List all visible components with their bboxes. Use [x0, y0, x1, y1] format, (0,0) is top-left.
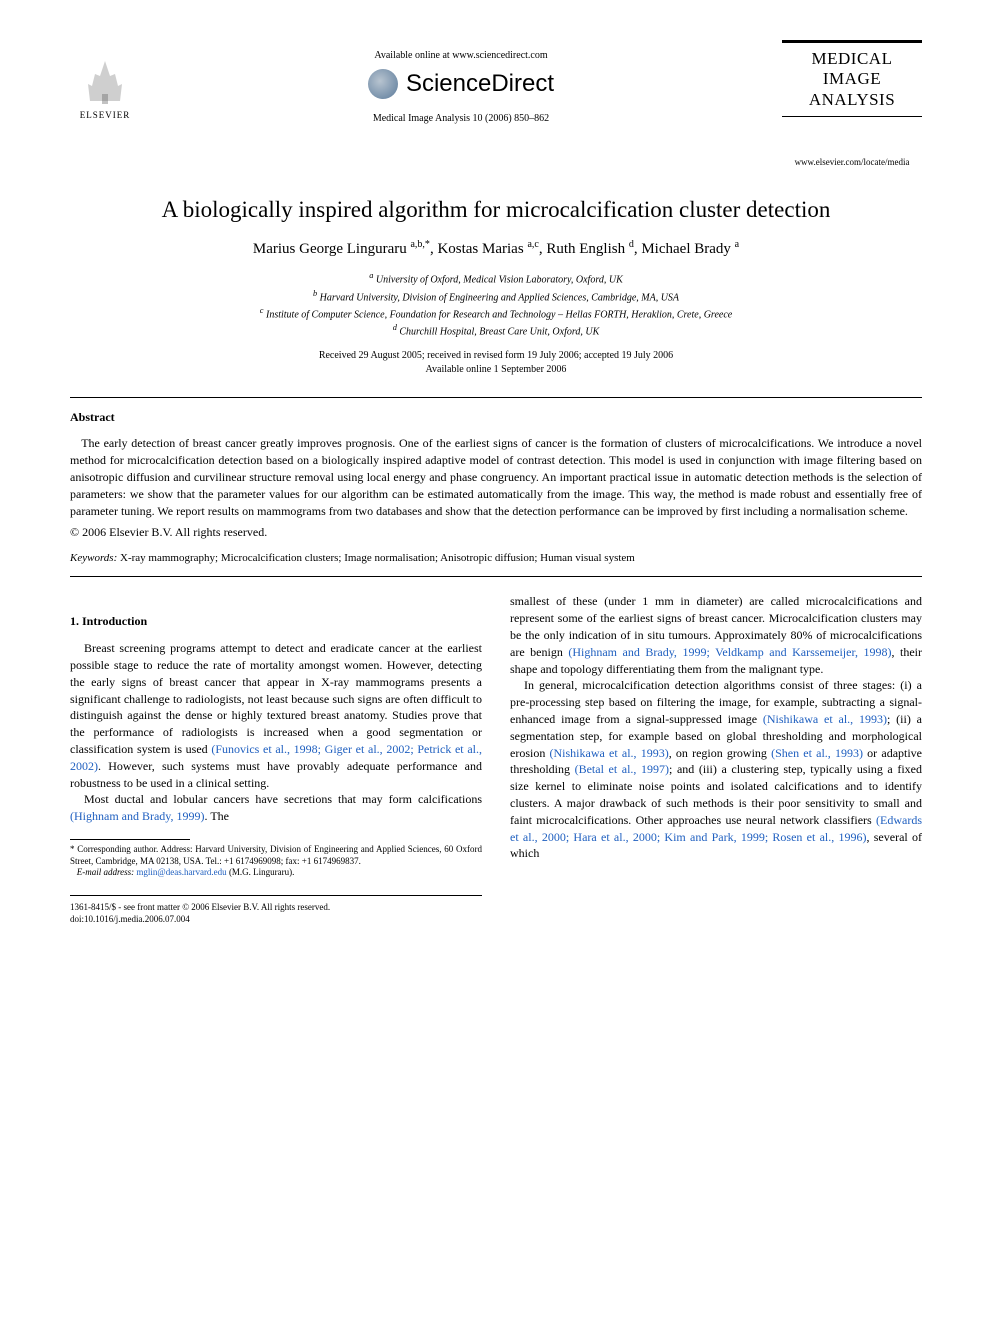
footer-doi: doi:10.1016/j.media.2006.07.004	[70, 914, 482, 926]
journal-box: MEDICAL IMAGE ANALYSIS www.elsevier.com/…	[782, 40, 922, 167]
citation-link[interactable]: (Shen et al., 1993)	[771, 746, 863, 760]
corresponding-author-footnote: * Corresponding author. Address: Harvard…	[70, 844, 482, 867]
citation-link[interactable]: (Highnam and Brady, 1999)	[70, 809, 205, 823]
affiliations: a University of Oxford, Medical Vision L…	[70, 270, 922, 339]
abstract-copyright: © 2006 Elsevier B.V. All rights reserved…	[70, 525, 922, 540]
journal-title-line: MEDICAL	[812, 49, 893, 68]
body-paragraph: Breast screening programs attempt to det…	[70, 640, 482, 791]
journal-title: MEDICAL IMAGE ANALYSIS	[782, 40, 922, 117]
dates-available: Available online 1 September 2006	[70, 363, 922, 377]
column-left: 1. Introduction Breast screening program…	[70, 593, 482, 925]
citation-link[interactable]: (Nishikawa et al., 1993)	[550, 746, 669, 760]
body-paragraph: In general, microcalcification detection…	[510, 677, 922, 862]
body-text: Most ductal and lobular cancers have sec…	[84, 792, 482, 806]
journal-title-line: IMAGE	[823, 69, 881, 88]
article-title: A biologically inspired algorithm for mi…	[70, 197, 922, 223]
email-name: (M.G. Linguraru).	[229, 867, 294, 877]
available-online-text: Available online at www.sciencedirect.co…	[140, 50, 782, 61]
keywords-line: Keywords: X-ray mammography; Microcalcif…	[70, 552, 922, 564]
header-center: Available online at www.sciencedirect.co…	[140, 40, 782, 124]
citation-text: Medical Image Analysis 10 (2006) 850–862	[140, 113, 782, 124]
footer-divider	[70, 895, 482, 896]
footer-copyright: 1361-8415/$ - see front matter © 2006 El…	[70, 902, 482, 914]
email-link[interactable]: mglin@deas.harvard.edu	[136, 867, 226, 877]
journal-title-line: ANALYSIS	[809, 90, 895, 109]
citation-link[interactable]: (Highnam and Brady, 1999; Veldkamp and K…	[568, 645, 891, 659]
dates-block: Received 29 August 2005; received in rev…	[70, 349, 922, 377]
section-heading: 1. Introduction	[70, 613, 482, 630]
column-right: smallest of these (under 1 mm in diamete…	[510, 593, 922, 925]
sciencedirect-brand: ScienceDirect	[140, 69, 782, 99]
body-text: , on region growing	[669, 746, 771, 760]
abstract-text: The early detection of breast cancer gre…	[70, 435, 922, 519]
sciencedirect-icon	[368, 69, 398, 99]
header-row: ELSEVIER Available online at www.science…	[70, 40, 922, 167]
body-paragraph: smallest of these (under 1 mm in diamete…	[510, 593, 922, 677]
publisher-logo: ELSEVIER	[70, 40, 140, 120]
abstract-label: Abstract	[70, 410, 922, 425]
email-footnote: E-mail address: mglin@deas.harvard.edu (…	[70, 867, 482, 879]
divider	[70, 576, 922, 577]
body-text: Breast screening programs attempt to det…	[70, 641, 482, 756]
divider	[70, 397, 922, 398]
abstract-body: The early detection of breast cancer gre…	[70, 436, 922, 517]
publisher-name: ELSEVIER	[80, 110, 131, 120]
sciencedirect-text: ScienceDirect	[406, 70, 554, 98]
citation-link[interactable]: (Betal et al., 1997)	[575, 762, 669, 776]
elsevier-tree-icon	[80, 56, 130, 106]
keywords-label: Keywords:	[70, 552, 117, 564]
body-two-column: 1. Introduction Breast screening program…	[70, 593, 922, 925]
email-label: E-mail address:	[77, 867, 134, 877]
body-text: . The	[205, 809, 229, 823]
authors-line: Marius George Linguraru a,b,*, Kostas Ma…	[70, 239, 922, 258]
footnote-separator	[70, 839, 190, 840]
citation-link[interactable]: (Nishikawa et al., 1993)	[763, 712, 887, 726]
body-paragraph: Most ductal and lobular cancers have sec…	[70, 791, 482, 825]
keywords-text: X-ray mammography; Microcalcification cl…	[120, 552, 635, 564]
body-text: . However, such systems must have provab…	[70, 759, 482, 790]
dates-received: Received 29 August 2005; received in rev…	[70, 349, 922, 363]
journal-url: www.elsevier.com/locate/media	[782, 157, 922, 167]
